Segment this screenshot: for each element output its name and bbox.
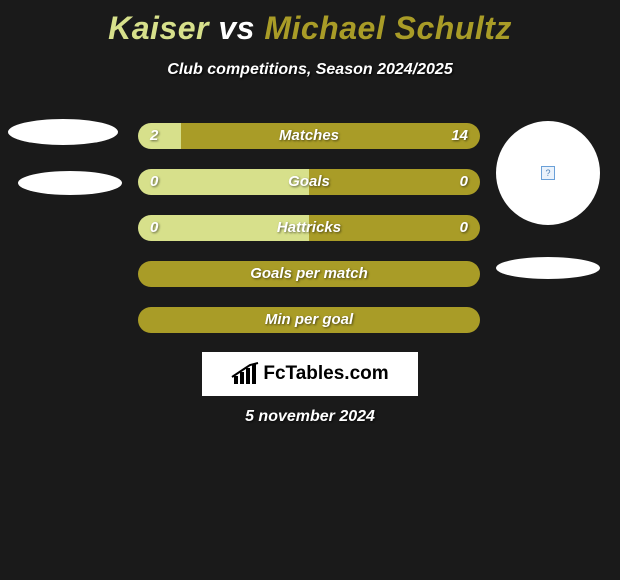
date-text: 5 november 2024 xyxy=(245,408,375,426)
stat-bar: Min per goal xyxy=(138,307,480,333)
stat-bar-left-value: 0 xyxy=(150,169,158,195)
title-player2: Michael Schultz xyxy=(264,10,512,46)
page-root: Kaiser vs Michael Schultz Club competiti… xyxy=(0,0,620,580)
stat-bar: Matches 2 14 xyxy=(138,123,480,149)
brand-box[interactable]: FcTables.com xyxy=(202,352,418,396)
page-title: Kaiser vs Michael Schultz xyxy=(0,0,620,47)
stat-bar-label: Hattricks xyxy=(277,215,341,241)
stat-bar-label: Goals per match xyxy=(250,261,368,287)
avatar-right-shadow xyxy=(496,257,600,279)
stat-bar: Goals per match xyxy=(138,261,480,287)
avatar-left-ellipse-2 xyxy=(18,171,122,195)
subtitle: Club competitions, Season 2024/2025 xyxy=(0,61,620,79)
stat-bar-left-segment xyxy=(138,169,309,195)
title-vs: vs xyxy=(218,10,255,46)
avatar-right: ? xyxy=(496,121,600,225)
stat-bar-left-segment xyxy=(138,123,181,149)
stat-bar-label: Min per goal xyxy=(265,307,353,333)
brand-chart-icon xyxy=(231,362,259,386)
stat-bar-right-value: 14 xyxy=(451,123,468,149)
stat-bar-label: Goals xyxy=(288,169,330,195)
bars-container: Matches 2 14 Goals 0 0 Hattricks 0 0 Goals per ma… xyxy=(138,123,480,353)
brand-text: FcTables.com xyxy=(263,363,388,385)
stat-bar-left-value: 0 xyxy=(150,215,158,241)
stat-bar-right-value: 0 xyxy=(460,215,468,241)
placeholder-image-icon: ? xyxy=(541,166,555,180)
stat-bar: Hattricks 0 0 xyxy=(138,215,480,241)
stat-bar-right-segment xyxy=(309,169,480,195)
stat-bar-left-value: 2 xyxy=(150,123,158,149)
avatar-left-ellipse-1 xyxy=(8,119,118,145)
title-player1: Kaiser xyxy=(108,10,209,46)
stat-bar-label: Matches xyxy=(279,123,339,149)
stat-bar-right-value: 0 xyxy=(460,169,468,195)
stat-bar: Goals 0 0 xyxy=(138,169,480,195)
compare-area: ? Matches 2 14 Goals 0 0 Hattricks 0 0 Goals per … xyxy=(0,109,620,339)
